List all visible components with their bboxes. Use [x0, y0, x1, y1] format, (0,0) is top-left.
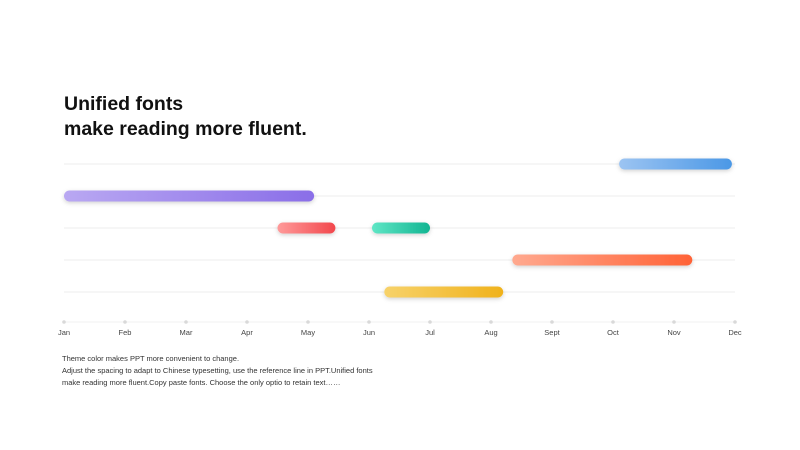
- caption-line-2: Adjust the spacing to adapt to Chinese t…: [62, 366, 373, 375]
- x-tick-label: Sept: [544, 328, 560, 337]
- x-tick-dot: [367, 320, 371, 324]
- x-tick-dot: [184, 320, 188, 324]
- x-tick-dot: [489, 320, 493, 324]
- x-tick-dot: [306, 320, 310, 324]
- gantt-bar: [277, 222, 336, 234]
- x-tick-dot: [672, 320, 676, 324]
- chart-title: Unified fonts make reading more fluent.: [64, 92, 307, 141]
- gantt-bar: [619, 158, 732, 170]
- gantt-bar: [372, 222, 430, 234]
- x-tick-label: Oct: [607, 328, 620, 337]
- gantt-bar: [512, 254, 693, 266]
- x-tick-label: Jul: [425, 328, 435, 337]
- caption-line-3: make reading more fluent.Copy paste font…: [62, 378, 341, 387]
- x-tick-dot: [733, 320, 737, 324]
- x-tick-dot: [550, 320, 554, 324]
- x-tick-dot: [611, 320, 615, 324]
- x-tick-label: Jan: [58, 328, 70, 337]
- caption-line-1: Theme color makes PPT more convenient to…: [62, 354, 240, 363]
- x-tick-label: Mar: [180, 328, 193, 337]
- gantt-bar: [384, 286, 504, 298]
- x-tick-label: Jun: [363, 328, 375, 337]
- x-axis: Jan Feb Mar Apr May Jun Jul Aug Sept Oct Nov Dec: [58, 320, 742, 337]
- title-line-2: make reading more fluent.: [64, 117, 307, 140]
- x-tick-dot: [428, 320, 432, 324]
- x-tick-label: Aug: [484, 328, 497, 337]
- caption: Theme color makes PPT more convenient to…: [62, 353, 402, 389]
- x-tick-dot: [123, 320, 127, 324]
- x-tick-dot: [62, 320, 66, 324]
- x-tick-label: Dec: [728, 328, 742, 337]
- x-tick-label: Nov: [667, 328, 681, 337]
- x-tick-label: Feb: [119, 328, 132, 337]
- x-tick-label: Apr: [241, 328, 253, 337]
- x-tick-dot: [245, 320, 249, 324]
- x-tick-label: May: [301, 328, 315, 337]
- gantt-bars: [64, 158, 732, 298]
- title-line-1: Unified fonts: [64, 93, 184, 115]
- gantt-bar: [64, 190, 315, 202]
